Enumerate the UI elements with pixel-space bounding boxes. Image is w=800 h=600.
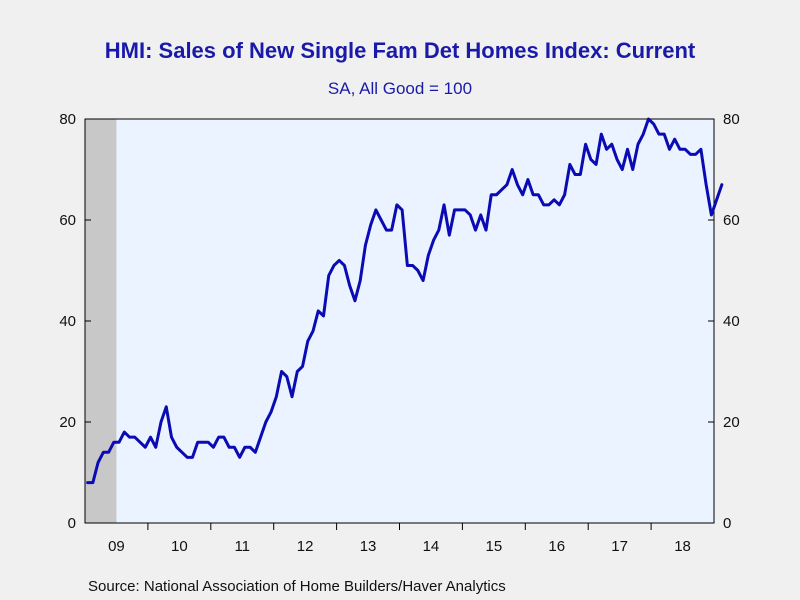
plot-area [85,119,714,523]
y-tick-label-left: 20 [59,414,76,431]
x-tick-label: 13 [360,538,377,555]
y-tick-label-left: 60 [59,212,76,229]
chart-title: HMI: Sales of New Single Fam Det Homes I… [104,38,696,63]
chart-subtitle: SA, All Good = 100 [327,79,473,98]
x-tick-label: 10 [171,538,188,555]
y-tick-label-right: 80 [723,111,740,128]
x-tick-label: 15 [486,538,503,555]
source-note: Source: National Association of Home Bui… [88,578,506,595]
series-line [86,117,724,485]
x-tick-label: 09 [108,538,125,555]
y-tick-label-left: 80 [59,111,76,128]
y-tick-label-left: 40 [59,313,76,330]
y-tick-label-right: 60 [723,212,740,229]
y-tick-label-left: 0 [68,515,76,532]
x-tick-label: 18 [674,538,691,555]
y-tick-label-right: 40 [723,313,740,330]
x-tick-label: 14 [423,538,440,555]
y-tick-label-right: 20 [723,414,740,431]
x-tick-label: 11 [234,538,250,555]
y-tick-label-right: 0 [723,515,731,532]
x-tick-label: 16 [548,538,565,555]
x-tick-label: 12 [297,538,314,555]
x-tick-label: 17 [611,538,628,555]
